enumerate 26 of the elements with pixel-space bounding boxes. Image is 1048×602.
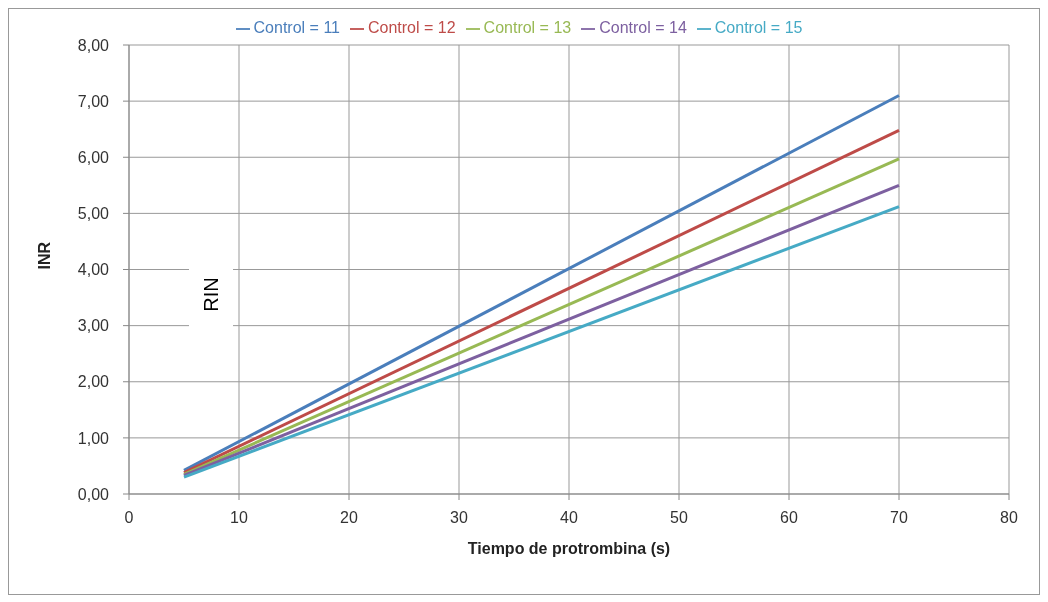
x-tick-label: 70 bbox=[890, 509, 908, 527]
y-tick-label: 7,00 bbox=[77, 92, 110, 110]
annotation: RIN bbox=[199, 276, 223, 312]
legend-label: Control = 15 bbox=[714, 19, 803, 36]
x-tick-label: 20 bbox=[340, 509, 358, 527]
y-tick-label: 0,00 bbox=[77, 485, 110, 503]
y-tick-label: 6,00 bbox=[77, 148, 110, 166]
y-tick-label: 8,00 bbox=[77, 36, 110, 54]
y-tick-label: 1,00 bbox=[77, 429, 110, 447]
y-axis-title: INR bbox=[35, 241, 53, 270]
x-tick-label: 80 bbox=[1000, 509, 1018, 527]
y-tick-label: 5,00 bbox=[77, 205, 110, 223]
x-tick-label: 60 bbox=[780, 509, 798, 527]
x-tick-label: 50 bbox=[670, 509, 688, 527]
x-tick-label: 30 bbox=[450, 509, 468, 527]
x-tick-label: 40 bbox=[560, 509, 578, 527]
y-tick-label: 3,00 bbox=[77, 317, 110, 335]
legend-label: Control = 12 bbox=[367, 19, 456, 36]
x-tick-label: 10 bbox=[230, 509, 248, 527]
y-tick-label: 2,00 bbox=[77, 373, 110, 391]
legend-label: Control = 13 bbox=[483, 19, 572, 36]
legend-label: Control = 11 bbox=[253, 19, 340, 36]
x-axis-title: Tiempo de protrombina (s) bbox=[467, 540, 671, 557]
x-tick-label: 0 bbox=[124, 509, 134, 527]
legend-label: Control = 14 bbox=[599, 19, 687, 36]
y-tick-label: 4,00 bbox=[77, 261, 110, 279]
